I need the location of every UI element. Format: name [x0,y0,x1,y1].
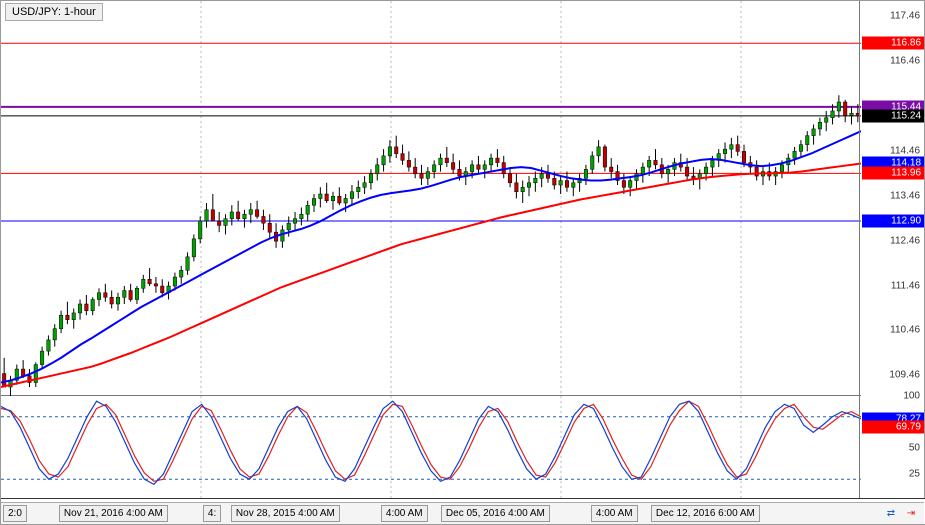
price-marker: 115.24 [862,109,924,122]
price-marker: 113.96 [862,167,924,180]
main-price-panel[interactable] [1,1,861,396]
status-timestamp: Nov 28, 2015 4:00 AM [231,505,340,522]
stoch-y-tick: 50 [909,443,920,454]
y-tick: 114.46 [890,145,920,156]
link-icon[interactable]: ⇄ [884,507,898,521]
chart-title: USD/JPY: 1-hour [5,3,103,21]
price-marker: 112.90 [862,214,924,227]
goto-end-icon[interactable]: ⇥ [904,507,918,521]
status-bar: 2:0 Nov 21, 2016 4:00 AM 4: Nov 28, 2015 4… [1,502,924,524]
status-timestamp: Dec 05, 2016 4:00 AM [441,505,550,522]
stochastic-svg [1,396,861,500]
status-timestamp: 4: [203,505,221,522]
y-axis-main: 109.46 110.46 111.46 112.46 113.46 114.46 116.… [859,1,924,396]
y-axis-lower: 255010078.2769.79 [859,396,924,500]
status-timestamp: 4:00 AM [591,505,638,522]
status-timestamp: 4:00 AM [381,505,428,522]
y-tick: 111.46 [891,280,920,291]
stoch-y-tick: 100 [903,391,920,402]
status-left: 2:0 [3,505,27,522]
stoch-d-marker: 69.79 [862,421,924,434]
y-tick: 110.46 [890,325,920,336]
chart-container: USD/JPY: 1-hour 109.46 110.46 111.46 112.46… [0,0,925,525]
y-tick: 117.46 [890,11,920,22]
main-chart-svg [1,1,861,396]
y-tick: 112.46 [890,235,920,246]
y-tick: 113.46 [890,190,920,201]
stoch-y-tick: 25 [909,469,920,480]
stochastic-panel[interactable] [1,396,861,500]
y-tick: 116.46 [890,56,920,67]
status-timestamp: Nov 21, 2016 4:00 AM [59,505,168,522]
y-tick: 109.46 [889,370,920,381]
price-marker: 116.86 [862,37,924,50]
status-timestamp: Dec 12, 2016 6:00 AM [651,505,760,522]
